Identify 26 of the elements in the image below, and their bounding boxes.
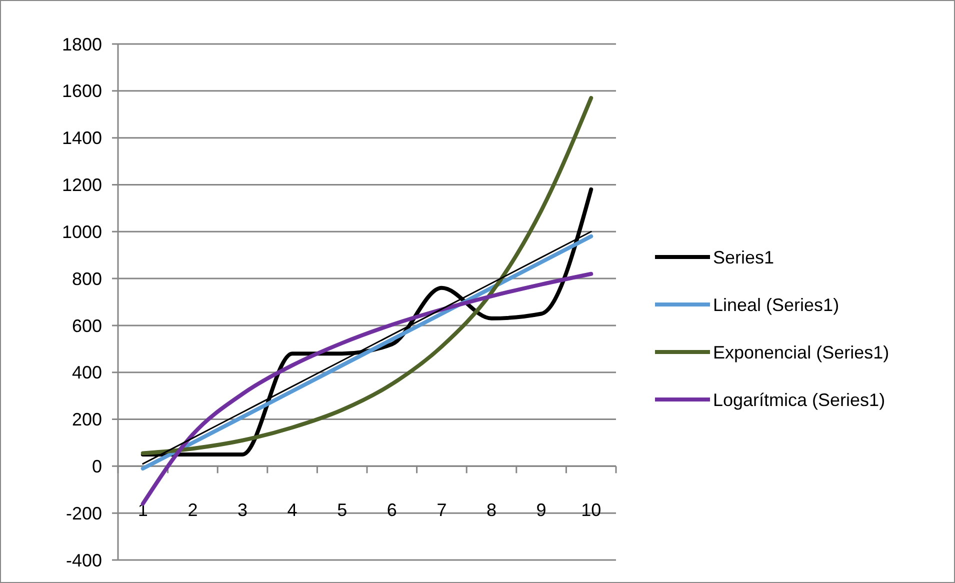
legend-label: Logarítmica (Series1) bbox=[713, 390, 886, 410]
x-tick-label: 5 bbox=[337, 500, 348, 520]
y-tick-label: 400 bbox=[72, 362, 102, 383]
legend-label: Exponencial (Series1) bbox=[713, 342, 890, 362]
x-tick-label: 7 bbox=[436, 500, 447, 520]
y-tick-label: 1400 bbox=[62, 128, 102, 148]
y-tick-label: 1000 bbox=[62, 222, 102, 242]
y-tick-label: 0 bbox=[92, 456, 102, 476]
y-tick-label: 1600 bbox=[62, 81, 102, 102]
y-tick-label: -200 bbox=[66, 503, 102, 524]
x-tick-label: 8 bbox=[486, 500, 497, 520]
x-tick-label: 2 bbox=[188, 500, 198, 520]
y-tick-label: 200 bbox=[72, 410, 102, 430]
legend-label: Series1 bbox=[713, 247, 774, 268]
x-tick-label: 6 bbox=[386, 500, 397, 520]
x-tick-label: 3 bbox=[237, 500, 248, 520]
y-tick-label: 1800 bbox=[62, 34, 102, 54]
x-tick-label: 10 bbox=[581, 500, 602, 520]
legend-label: Lineal (Series1) bbox=[713, 294, 840, 315]
y-tick-label: -400 bbox=[66, 550, 102, 570]
y-tick-label: 1200 bbox=[62, 175, 102, 196]
y-tick-label: 800 bbox=[72, 268, 102, 289]
y-tick-label: 600 bbox=[72, 316, 102, 336]
line-series bbox=[140, 96, 594, 456]
x-tick-label: 4 bbox=[287, 500, 298, 520]
x-tick-label: 9 bbox=[536, 500, 546, 520]
